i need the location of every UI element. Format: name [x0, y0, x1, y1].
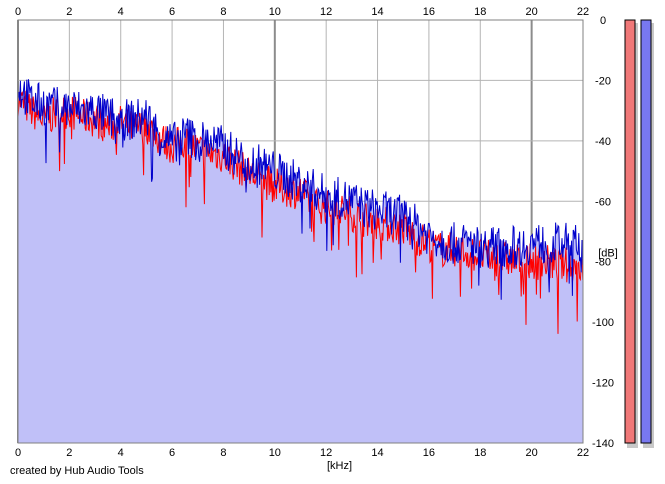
level-meter-left-bar: [624, 19, 636, 444]
y-tick-label: -140: [592, 438, 614, 450]
spectrum-fill-area: [18, 79, 583, 443]
y-tick-label: -100: [592, 317, 614, 329]
x-tick-label-bottom: 12: [320, 447, 332, 459]
y-tick-label: -80: [595, 257, 611, 269]
x-tick-label-top: 2: [66, 6, 72, 18]
credit-text: created by Hub Audio Tools: [10, 465, 144, 477]
x-tick-label-top: 8: [220, 6, 226, 18]
x-tick-label-bottom: 6: [169, 447, 175, 459]
series-line-blue: [17, 79, 584, 300]
y-axis-label: [dB]: [598, 248, 618, 260]
x-tick-label-top: 18: [474, 6, 486, 18]
x-tick-label-top: 6: [169, 6, 175, 18]
x-tick-label-top: 22: [577, 6, 589, 18]
x-axis-label: [kHz]: [327, 460, 352, 472]
level-meter-right-bar: [640, 19, 652, 444]
x-tick-label-bottom: 16: [423, 447, 435, 459]
x-tick-label-bottom: 18: [474, 447, 486, 459]
y-tick-label: 0: [600, 15, 606, 27]
x-tick-label-bottom: 0: [15, 447, 21, 459]
x-tick-label-bottom: 4: [118, 447, 124, 459]
x-tick-label-bottom: 14: [371, 447, 383, 459]
y-tick-label: -120: [592, 378, 614, 390]
x-tick-label-bottom: 8: [220, 447, 226, 459]
plot-frame: [17, 19, 584, 444]
x-tick-label-bottom: 20: [526, 447, 538, 459]
level-meter-right: [640, 19, 654, 448]
x-tick-label-top: 4: [118, 6, 124, 18]
x-tick-label-top: 12: [320, 6, 332, 18]
x-tick-labels-bottom: 0 2 4 6 8 10 12 14 16 18 20 22: [15, 447, 589, 459]
x-tick-label-bottom: 22: [577, 447, 589, 459]
y-tick-label: -60: [595, 196, 611, 208]
x-tick-label-top: 16: [423, 6, 435, 18]
x-tick-label-bottom: 2: [66, 447, 72, 459]
y-tick-label: -20: [595, 75, 611, 87]
y-tick-label: -40: [595, 136, 611, 148]
x-tick-label-top: 0: [15, 6, 21, 18]
x-tick-labels-top: 0 2 4 6 8 10 12 14 16 18 20 22: [15, 6, 589, 18]
x-tick-label-top: 10: [269, 6, 281, 18]
level-meter-left: [624, 19, 638, 448]
x-tick-label-bottom: 10: [269, 447, 281, 459]
x-tick-label-top: 20: [526, 6, 538, 18]
y-tick-labels: 0 -20 -40 -60 -80 -100 -120 -140: [592, 15, 614, 450]
x-tick-label-top: 14: [371, 6, 383, 18]
